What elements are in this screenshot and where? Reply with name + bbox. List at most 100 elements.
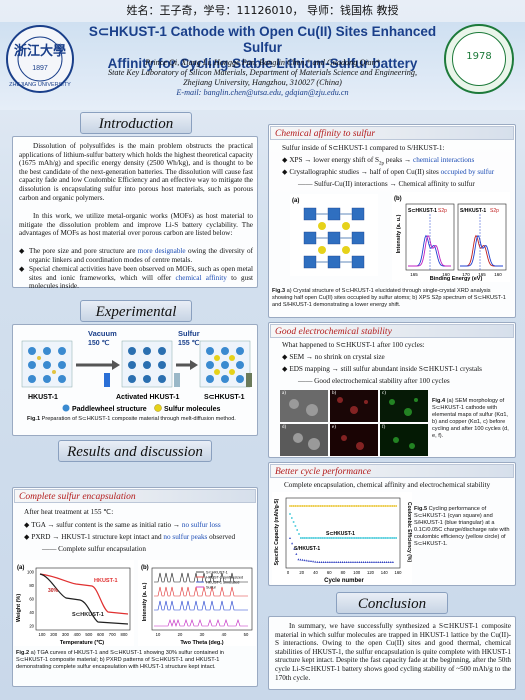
results-heading: Results and discussion xyxy=(58,440,212,462)
introduction-box: Dissolution of polysulfides is the main … xyxy=(12,136,258,291)
pxrd-legend-entry: HKUST-1 simulated xyxy=(206,581,239,585)
ce-point xyxy=(362,505,365,507)
cycle-y2label: Coulombic Efficiency (%) xyxy=(406,502,412,562)
s-slash-hkust-point xyxy=(305,559,308,562)
tga-xtick: 500 xyxy=(85,632,93,637)
s-hkust-point xyxy=(375,537,378,539)
s-slash-hkust-point xyxy=(345,561,348,563)
intro-bullet-2: ◆ Special chemical activities have been o… xyxy=(19,265,254,291)
s-slash-hkust-point xyxy=(337,561,340,563)
intro-paragraph-2: In this work, we utilize metal-organic w… xyxy=(19,212,253,238)
ce-point xyxy=(377,505,380,507)
pxrd-xlabel: Two Theta (deg.) xyxy=(180,640,223,646)
xps-xtick: 165 xyxy=(410,272,418,277)
crystal-structure-figure: (a) xyxy=(290,194,378,276)
s-hkust-point xyxy=(391,537,394,539)
tga-ytick: 100 xyxy=(27,570,35,575)
s-hkust-point xyxy=(321,537,324,539)
zju-logo-graphic: 浙江大學 1897 ZHEJIANG UNIVERSITY xyxy=(6,25,74,93)
s-hkust-point xyxy=(291,517,293,519)
pxrd-frame xyxy=(151,567,253,631)
s-slash-hkust-point xyxy=(343,561,346,563)
cycle-legend-s-hkust: S⊂HKUST-1 xyxy=(326,531,355,537)
paddlewheel-legend-icon xyxy=(62,404,70,412)
xps-panel-label: (b) xyxy=(394,196,402,202)
lab-logo: 1978 xyxy=(444,24,514,94)
s-slash-hkust-point xyxy=(362,561,365,563)
pxrd-legend-entry: Sulfur xyxy=(206,586,217,590)
sem-eds-grid: a) b) c) d) e) f) xyxy=(280,390,428,456)
s-slash-hkust-point xyxy=(379,561,382,563)
cycle-xtick: 140 xyxy=(381,570,389,575)
s-slash-hkust-point xyxy=(318,561,321,563)
ce-point xyxy=(335,505,338,507)
experimental-box: Vacuum 150 ℃ Sulfur 155 ℃ HKUST-1 Activa… xyxy=(12,324,258,436)
ce-point xyxy=(330,505,333,507)
ce-point xyxy=(328,505,331,507)
tga-xtick: 600 xyxy=(97,632,105,637)
tga-ytick: 20 xyxy=(29,624,34,629)
ce-point xyxy=(391,505,394,507)
activated-structure-graphic xyxy=(121,340,173,388)
s-slash-hkust-point xyxy=(389,561,392,563)
s-slash-hkust-point xyxy=(303,559,306,562)
s-hkust-point xyxy=(373,537,376,539)
pxrd-pattern-1 xyxy=(154,586,248,597)
s-hkust-point xyxy=(343,537,345,539)
cycle-xtick: 120 xyxy=(367,570,375,575)
cycle-xtick: 0 xyxy=(287,570,290,575)
s-hkust-point xyxy=(368,537,370,539)
tga-xtick: 400 xyxy=(74,632,82,637)
s-hkust-point xyxy=(388,537,390,539)
tga-chart: (a) Weight (%) Temperature (℃) 100 200 300… xyxy=(14,560,134,646)
cycle-xtick: 160 xyxy=(395,570,403,575)
vacuum-label: Vacuum xyxy=(88,329,117,338)
ce-point xyxy=(332,505,335,507)
tga-curve-s-hkust xyxy=(39,573,129,625)
s-slash-hkust-point xyxy=(354,561,357,563)
affinity-bullet-xps: ◆ XPS → lower energy shift of S2p peaks … xyxy=(282,156,475,167)
s-hkust-point xyxy=(336,537,338,539)
s-hkust-point xyxy=(292,521,295,523)
fig4-caption: Fig.4 (a) SEM morphology of S⊂HKUST-1 ca… xyxy=(432,398,509,439)
xps-xtick: 165 xyxy=(478,272,486,277)
s-hkust-point xyxy=(312,537,315,539)
pxrd-panel-label: (b) xyxy=(141,565,149,571)
ce-point xyxy=(308,505,311,507)
zju-logo-year: 1897 xyxy=(32,65,48,72)
complete-encapsulation-subheading: Complete sulfur encapsulation xyxy=(14,489,256,503)
s-hkust-point xyxy=(316,537,318,539)
s-hkust-point xyxy=(303,537,306,539)
s-hkust-point xyxy=(310,537,313,539)
pxrd-xtick: 10 xyxy=(156,632,161,637)
ce-point xyxy=(296,505,299,507)
s-hkust-point xyxy=(305,537,307,539)
intro-paragraph-1: Dissolution of polysulfides is the main … xyxy=(19,142,253,202)
pxrd-xtick: 30 xyxy=(200,632,205,637)
s-hkust-point xyxy=(364,537,367,539)
s-slash-hkust-point xyxy=(377,561,380,563)
tga-ytick: 60 xyxy=(29,597,34,602)
s-hkust-point xyxy=(330,537,333,539)
s-hkust-point xyxy=(370,537,372,539)
xps-left-peak: S2p xyxy=(438,208,447,214)
cycle-xtick: 60 xyxy=(327,570,332,575)
poster-title: S⊂HKUST-1 Cathode with Open Cu(II) Sites… xyxy=(80,24,445,72)
eds-copper-panel-f: f) xyxy=(380,424,428,456)
s-slash-hkust-point xyxy=(368,561,371,563)
ce-point xyxy=(384,505,387,507)
s-hkust-point xyxy=(339,537,342,539)
stability-bullet-eds: ◆ EDS mapping → still sulfur abundant in… xyxy=(282,365,482,373)
ce-point xyxy=(323,505,326,507)
cycle-chart: Specific Capacity (mAh/g-S) Coulombic Ef… xyxy=(272,492,412,584)
fig1-caption: Fig.1 Preparation of S⊂HKUST-1 composite… xyxy=(27,416,236,422)
ce-point xyxy=(343,505,345,507)
xps-chart: (b) Intensity (a. u.) Binding Energy (eV… xyxy=(392,192,510,282)
ce-point xyxy=(366,505,369,507)
s-hkust-point xyxy=(319,537,322,539)
email[interactable]: E-mail: banglin.chen@utsa.edu, gdqian@zj… xyxy=(176,88,349,97)
tga-xtick: 800 xyxy=(121,632,129,637)
ce-point xyxy=(395,505,398,507)
ce-point xyxy=(307,505,309,507)
s-hkust-point xyxy=(377,537,379,539)
